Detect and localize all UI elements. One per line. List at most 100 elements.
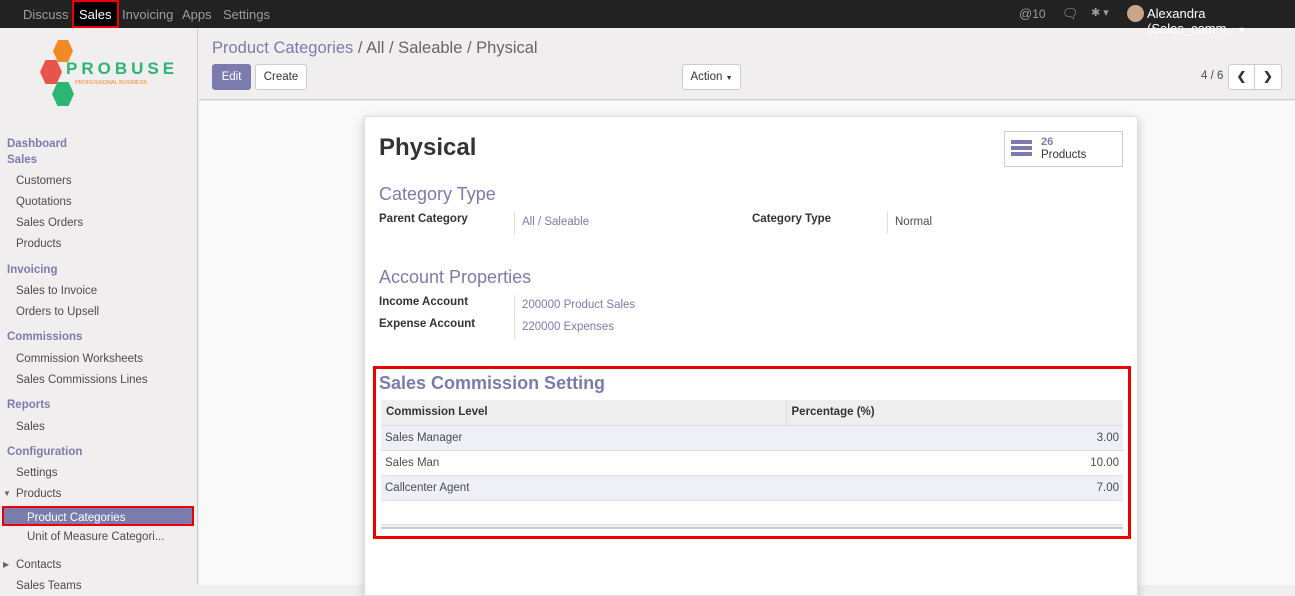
sidebar-item-dashboard[interactable]: Dashboard	[0, 134, 197, 154]
sidebar-item-label: Dashboard	[7, 138, 68, 150]
caret-down-icon: ▼	[1237, 25, 1247, 35]
form-sheet: Physical 26 Products Category Type Paren…	[364, 116, 1138, 596]
list-icon	[1011, 140, 1032, 157]
account-properties-heading: Account Properties	[379, 267, 532, 287]
table-footer	[381, 524, 1123, 529]
sidebar-item-label: Sales	[7, 154, 38, 166]
sidebar-item-label: Sales	[16, 421, 45, 433]
at-icon: @	[1019, 6, 1033, 21]
sidebar-item-label: Orders to Upsell	[16, 306, 100, 318]
app-apps[interactable]: Apps	[182, 7, 212, 22]
sidebar-item-label: Quotations	[16, 196, 72, 208]
commission-level-cell: Callcenter Agent	[381, 475, 786, 501]
sidebar-item-contacts[interactable]: ▶ Contacts	[0, 555, 197, 575]
column-commission-level[interactable]: Commission Level	[381, 400, 786, 426]
breadcrumb-current: All / Saleable / Physical	[366, 39, 538, 57]
app-sales[interactable]: Sales	[72, 0, 119, 28]
category-type-heading: Category Type	[379, 184, 496, 204]
sidebar-item-products[interactable]: ▼ Products	[0, 484, 197, 504]
user-name: Alexandra (Sales_comm..	[1147, 6, 1234, 36]
sidebar-item-label: Reports	[7, 399, 51, 411]
logo-text: PROBUSE	[66, 59, 179, 78]
table-row[interactable]: Sales Manager 3.00	[381, 425, 1123, 451]
products-count: 26	[1041, 136, 1054, 148]
expense-account-label: Expense Account	[379, 318, 476, 330]
sidebar-item-invoicing[interactable]: Invoicing	[0, 260, 197, 280]
mentions-button[interactable]: @10	[1019, 6, 1046, 21]
previous-record-button[interactable]: ❮	[1228, 64, 1255, 90]
table-row[interactable]: Callcenter Agent 7.00	[381, 475, 1123, 501]
sidebar-item-sales-teams[interactable]: Sales Teams	[0, 576, 197, 596]
percentage-cell: 7.00	[786, 475, 1123, 501]
form-view: Physical 26 Products Category Type Paren…	[199, 101, 1295, 596]
parent-category-value[interactable]: All / Saleable	[514, 212, 589, 234]
sidebar-item-label: Settings	[16, 467, 58, 479]
sidebar-item-sales-commissions-lines[interactable]: Sales Commissions Lines	[0, 370, 197, 390]
app-invoicing[interactable]: Invoicing	[122, 7, 174, 22]
sidebar-item-unit-of-measure-categori[interactable]: Unit of Measure Categori...	[0, 527, 197, 547]
category-type-label: Category Type	[752, 213, 832, 225]
expense-account-value[interactable]: 220000 Expenses	[514, 317, 614, 339]
app-discuss[interactable]: Discuss	[23, 7, 69, 22]
sidebar-item-settings[interactable]: Settings	[0, 463, 197, 483]
commission-level-cell: Sales Manager	[381, 425, 786, 451]
chat-icon[interactable]: 🗨	[1062, 6, 1079, 21]
products-smart-button[interactable]: 26 Products	[1004, 131, 1123, 167]
logo-tagline: PROFESSIONAL BUSINESS	[75, 80, 147, 86]
debug-bug-icon[interactable]: ✱ ▾	[1091, 7, 1109, 19]
sidebar-item-orders-to-upsell[interactable]: Orders to Upsell	[0, 302, 197, 322]
commission-level-cell: Sales Man	[381, 450, 786, 476]
percentage-cell: 10.00	[786, 450, 1123, 476]
mentions-count: 10	[1032, 7, 1046, 21]
sidebar-item-customers[interactable]: Customers	[0, 171, 197, 191]
avatar[interactable]	[1127, 5, 1144, 22]
empty-row	[381, 500, 1123, 525]
sidebar-item-commissions[interactable]: Commissions	[0, 327, 197, 347]
edit-button[interactable]: Edit	[212, 64, 251, 90]
sidebar-item-label: Invoicing	[7, 264, 58, 276]
sidebar-item-label: Sales Orders	[16, 217, 84, 229]
sidebar-item-label: Commission Worksheets	[16, 353, 143, 365]
sidebar-item-label: Customers	[16, 175, 72, 187]
breadcrumb: Product Categories / All / Saleable / Ph…	[212, 39, 538, 57]
user-menu[interactable]: Alexandra (Sales_comm.. ▼	[1147, 6, 1295, 36]
sidebar-item-reports[interactable]: Reports	[0, 395, 197, 415]
column-percentage[interactable]: Percentage (%)	[785, 400, 1123, 426]
sidebar-item-sales-orders[interactable]: Sales Orders	[0, 213, 197, 233]
next-record-button[interactable]: ❯	[1254, 64, 1282, 90]
action-dropdown[interactable]: Action ▼	[682, 64, 741, 90]
sidebar-item-sales[interactable]: Sales	[0, 417, 197, 437]
sidebar-item-commission-worksheets[interactable]: Commission Worksheets	[0, 349, 197, 369]
control-panel: Product Categories / All / Saleable / Ph…	[199, 28, 1295, 100]
products-label: Products	[1041, 149, 1087, 161]
table-row[interactable]: Sales Man 10.00	[381, 450, 1123, 476]
top-navbar: Discuss Sales Invoicing Apps Settings @1…	[0, 0, 1295, 36]
sidebar-item-product-categories[interactable]: Product Categories	[2, 506, 194, 526]
income-account-value[interactable]: 200000 Product Sales	[514, 295, 635, 317]
parent-category-label: Parent Category	[379, 213, 468, 225]
app-settings[interactable]: Settings	[223, 7, 270, 22]
action-label: Action	[690, 71, 723, 83]
sales-commission-heading: Sales Commission Setting	[379, 373, 606, 393]
sidebar-item-label: Sales Commissions Lines	[16, 374, 148, 386]
record-title: Physical	[379, 134, 477, 161]
sidebar-item-label: Unit of Measure Categori...	[27, 531, 165, 543]
sidebar-item-label: Products	[16, 238, 62, 250]
percentage-cell: 3.00	[786, 425, 1123, 451]
sidebar-item-configuration[interactable]: Configuration	[0, 442, 197, 462]
sidebar-item-quotations[interactable]: Quotations	[0, 192, 197, 212]
sidebar-item-sales-to-invoice[interactable]: Sales to Invoice	[0, 281, 197, 301]
create-button[interactable]: Create	[255, 64, 307, 90]
sidebar-item-label: Product Categories	[27, 512, 126, 524]
pager-value: 4 / 6	[1201, 70, 1224, 82]
caret-right-icon: ▶	[3, 560, 10, 569]
breadcrumb-product-categories[interactable]: Product Categories	[212, 39, 354, 57]
sidebar-item-label: Sales Teams	[16, 580, 82, 592]
sidebar-item-label: Configuration	[7, 446, 83, 458]
probuse-logo: PROBUSE PROFESSIONAL BUSINESS	[38, 40, 174, 106]
sidebar-item-label: Sales to Invoice	[16, 285, 98, 297]
commission-table: Commission Level Percentage (%) Sales Ma…	[381, 400, 1123, 525]
category-type-value: Normal	[887, 212, 932, 234]
sidebar-item-sales[interactable]: Sales	[0, 150, 197, 170]
sidebar-item-products[interactable]: Products	[0, 234, 197, 254]
